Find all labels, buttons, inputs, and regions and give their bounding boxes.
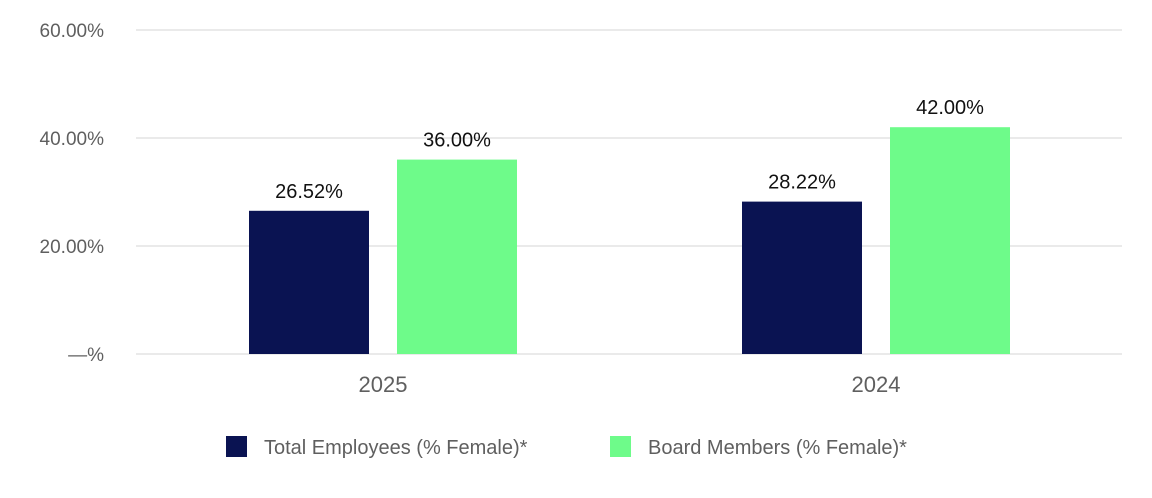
y-tick-label: —% (68, 345, 104, 366)
legend-label: Board Members (% Female)* (648, 437, 907, 459)
x-category-label: 2025 (359, 372, 408, 397)
legend-label: Total Employees (% Female)* (264, 437, 528, 459)
x-category-label: 2024 (852, 372, 901, 397)
bar-total-employees-2024 (742, 201, 862, 354)
data-label: 36.00% (423, 130, 491, 152)
legend-item-board-members: Board Members (% Female)* (610, 436, 907, 459)
bar-board-members-2025 (397, 159, 517, 354)
y-axis: —% 20.00% 40.00% 60.00% (40, 21, 105, 366)
data-label: 26.52% (275, 181, 343, 203)
data-label: 42.00% (916, 97, 984, 119)
bar-board-members-2024 (890, 127, 1010, 354)
legend: Total Employees (% Female)* Board Members… (226, 436, 907, 459)
x-axis: 2025 2024 (359, 372, 901, 397)
bars (249, 127, 1010, 354)
data-label: 28.22% (768, 172, 836, 194)
y-tick-label: 20.00% (40, 237, 105, 258)
legend-item-total-employees: Total Employees (% Female)* (226, 436, 528, 459)
legend-swatch (226, 436, 247, 457)
bar-total-employees-2025 (249, 210, 369, 354)
y-tick-label: 40.00% (40, 129, 105, 150)
y-tick-label: 60.00% (40, 21, 105, 42)
legend-swatch (610, 436, 631, 457)
data-labels: 26.52% 36.00% 28.22% 42.00% (275, 97, 984, 203)
